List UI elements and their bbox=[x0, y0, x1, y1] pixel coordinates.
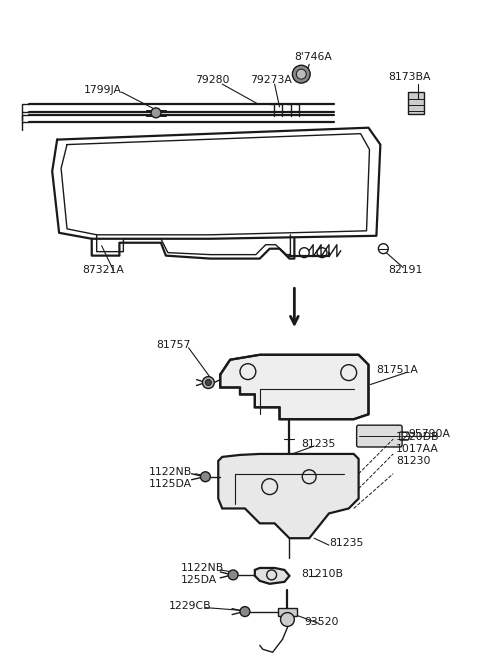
Text: 81757: 81757 bbox=[156, 340, 191, 350]
Text: 81235: 81235 bbox=[301, 439, 336, 449]
Text: 1799JA: 1799JA bbox=[84, 85, 122, 95]
Text: 82191: 82191 bbox=[388, 265, 422, 275]
Circle shape bbox=[203, 376, 214, 388]
Circle shape bbox=[205, 380, 211, 386]
Circle shape bbox=[280, 612, 294, 627]
Text: 95790A: 95790A bbox=[408, 429, 450, 439]
Text: 8'746A: 8'746A bbox=[294, 53, 332, 62]
Text: 1017AA: 1017AA bbox=[396, 444, 439, 454]
Circle shape bbox=[292, 65, 310, 83]
Text: 79280: 79280 bbox=[195, 75, 230, 85]
Text: 1122NB: 1122NB bbox=[149, 466, 192, 477]
Polygon shape bbox=[220, 355, 369, 419]
Text: 79273A: 79273A bbox=[250, 75, 292, 85]
Text: 1125DA: 1125DA bbox=[149, 479, 192, 489]
Circle shape bbox=[228, 570, 238, 580]
Circle shape bbox=[151, 108, 161, 118]
Text: 81751A: 81751A bbox=[376, 365, 418, 374]
Text: 81235: 81235 bbox=[329, 538, 363, 548]
Text: 1220DB: 1220DB bbox=[396, 432, 440, 442]
Text: 81230: 81230 bbox=[396, 456, 431, 466]
Circle shape bbox=[296, 69, 306, 79]
Circle shape bbox=[201, 472, 210, 482]
Circle shape bbox=[240, 606, 250, 616]
Text: 87321A: 87321A bbox=[82, 265, 124, 275]
Polygon shape bbox=[218, 454, 359, 538]
Text: 1122NB: 1122NB bbox=[180, 563, 224, 573]
FancyBboxPatch shape bbox=[357, 425, 402, 447]
Text: 81210B: 81210B bbox=[301, 569, 343, 579]
Bar bbox=[408, 92, 424, 114]
Polygon shape bbox=[255, 568, 289, 584]
Text: 8173BA: 8173BA bbox=[388, 72, 431, 82]
Text: 125DA: 125DA bbox=[180, 575, 217, 585]
Text: 93520: 93520 bbox=[304, 618, 339, 627]
Text: 1229CB: 1229CB bbox=[169, 600, 212, 610]
Bar bbox=[277, 608, 297, 616]
